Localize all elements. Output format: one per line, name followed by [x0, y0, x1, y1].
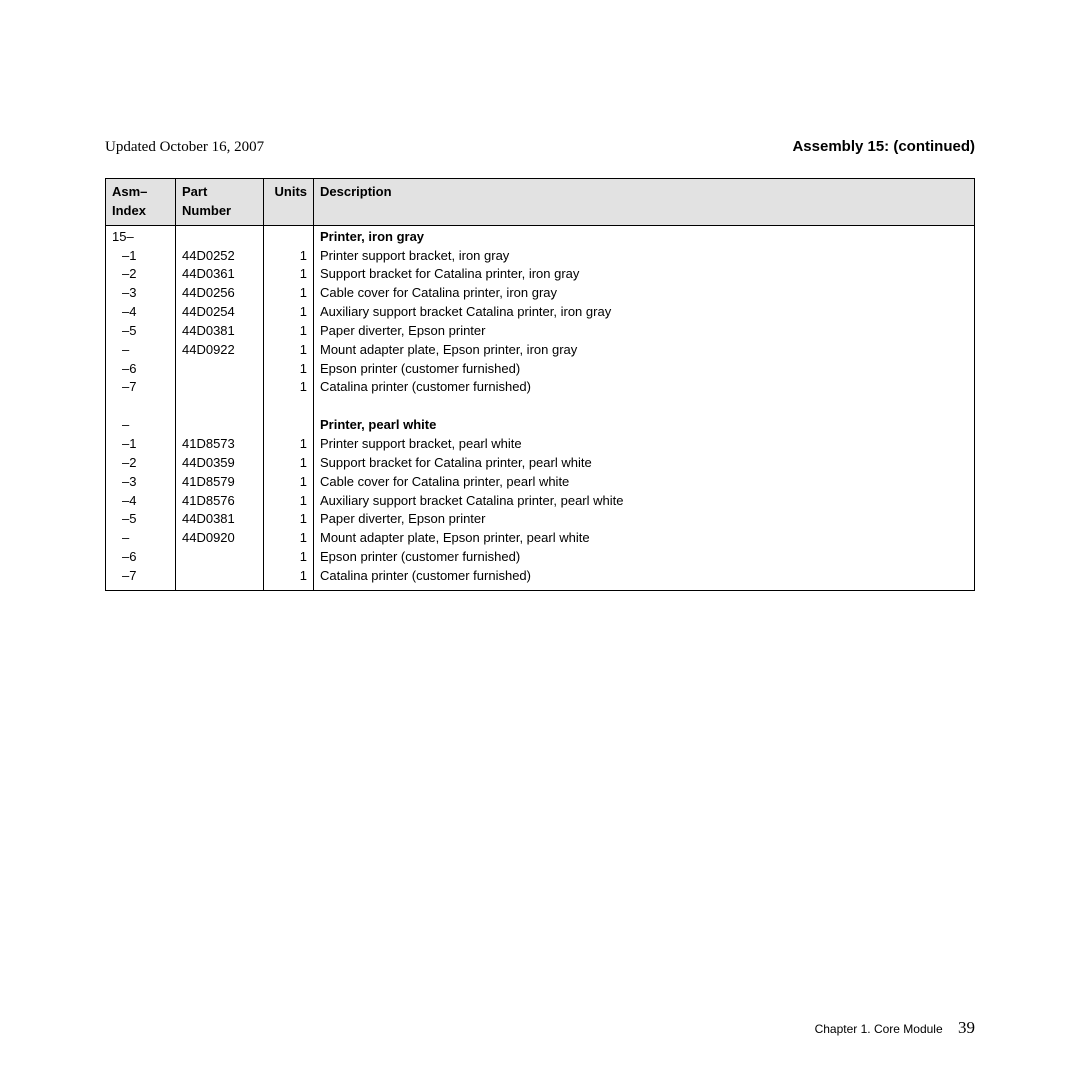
cell-units: 1 — [270, 378, 307, 397]
cell-part: 44D0922 — [182, 341, 257, 360]
col-header-part: PartNumber — [176, 179, 264, 226]
cell-asm: –6 — [112, 360, 165, 379]
cell-part — [182, 228, 257, 247]
cell-asm: –2 — [112, 265, 165, 284]
cell-asm: –3 — [112, 284, 165, 303]
cell-asm: –1 — [112, 247, 165, 266]
group-heading: Printer, pearl white — [320, 416, 968, 435]
cell-units: 1 — [270, 247, 307, 266]
cell-units — [270, 416, 307, 435]
cell-desc: Cable cover for Catalina printer, iron g… — [320, 284, 968, 303]
cell-desc: Paper diverter, Epson printer — [320, 510, 968, 529]
cell-part: 44D0254 — [182, 303, 257, 322]
cell-asm: –7 — [112, 567, 165, 586]
cell-asm: –4 — [112, 303, 165, 322]
cell-part — [182, 360, 257, 379]
cell-desc: Catalina printer (customer furnished) — [320, 567, 968, 586]
cell-units: 1 — [270, 303, 307, 322]
cell-asm — [112, 397, 165, 416]
cell-units: 1 — [270, 473, 307, 492]
group-heading: Printer, iron gray — [320, 228, 968, 247]
cell-asm: –4 — [112, 492, 165, 511]
cell-desc: Epson printer (customer furnished) — [320, 548, 968, 567]
asm-column-cell: 15––1–2–3–4–5––6–7 ––1–2–3–4–5––6–7 — [106, 225, 176, 590]
cell-units — [270, 228, 307, 247]
cell-units: 1 — [270, 435, 307, 454]
cell-desc — [320, 397, 968, 416]
col-header-asm: Asm–Index — [106, 179, 176, 226]
cell-part — [182, 397, 257, 416]
cell-part: 44D0381 — [182, 510, 257, 529]
cell-units: 1 — [270, 284, 307, 303]
cell-desc: Printer support bracket, pearl white — [320, 435, 968, 454]
cell-desc: Epson printer (customer furnished) — [320, 360, 968, 379]
cell-asm: –6 — [112, 548, 165, 567]
cell-desc: Mount adapter plate, Epson printer, pear… — [320, 529, 968, 548]
cell-desc: Auxiliary support bracket Catalina print… — [320, 492, 968, 511]
col-header-units: Units — [264, 179, 314, 226]
assembly-title: Assembly 15: (continued) — [792, 138, 975, 155]
cell-units: 1 — [270, 322, 307, 341]
cell-asm: – — [112, 341, 165, 360]
cell-asm: 15– — [112, 228, 165, 247]
cell-units: 1 — [270, 360, 307, 379]
cell-part: 41D8579 — [182, 473, 257, 492]
cell-part — [182, 548, 257, 567]
cell-part: 44D0256 — [182, 284, 257, 303]
cell-asm: –1 — [112, 435, 165, 454]
cell-desc: Paper diverter, Epson printer — [320, 322, 968, 341]
cell-part: 44D0359 — [182, 454, 257, 473]
cell-desc: Support bracket for Catalina printer, ir… — [320, 265, 968, 284]
cell-part: 41D8576 — [182, 492, 257, 511]
cell-asm: – — [112, 416, 165, 435]
table-header-row: Asm–Index PartNumber Units Description — [106, 179, 975, 226]
cell-asm: –7 — [112, 378, 165, 397]
cell-part — [182, 378, 257, 397]
cell-desc: Cable cover for Catalina printer, pearl … — [320, 473, 968, 492]
cell-asm: –2 — [112, 454, 165, 473]
cell-desc: Support bracket for Catalina printer, pe… — [320, 454, 968, 473]
cell-units: 1 — [270, 510, 307, 529]
units-column-cell: 11111111 11111111 — [264, 225, 314, 590]
cell-desc: Printer support bracket, iron gray — [320, 247, 968, 266]
cell-units: 1 — [270, 529, 307, 548]
desc-column-cell: Printer, iron grayPrinter support bracke… — [314, 225, 975, 590]
cell-part: 41D8573 — [182, 435, 257, 454]
cell-units: 1 — [270, 567, 307, 586]
cell-units: 1 — [270, 341, 307, 360]
cell-part: 44D0920 — [182, 529, 257, 548]
page-header: Updated October 16, 2007 Assembly 15: (c… — [105, 138, 975, 156]
page-footer: Chapter 1. Core Module 39 — [815, 1018, 975, 1038]
footer-chapter: Chapter 1. Core Module — [815, 1022, 943, 1036]
cell-units: 1 — [270, 492, 307, 511]
updated-date: Updated October 16, 2007 — [105, 139, 264, 156]
cell-units: 1 — [270, 265, 307, 284]
cell-desc: Auxiliary support bracket Catalina print… — [320, 303, 968, 322]
part-column-cell: 44D025244D036144D025644D025444D038144D09… — [176, 225, 264, 590]
cell-desc: Mount adapter plate, Epson printer, iron… — [320, 341, 968, 360]
cell-part: 44D0381 — [182, 322, 257, 341]
cell-units — [270, 397, 307, 416]
cell-asm: –5 — [112, 322, 165, 341]
table-body-row: 15––1–2–3–4–5––6–7 ––1–2–3–4–5––6–7 44D0… — [106, 225, 975, 590]
cell-part — [182, 567, 257, 586]
cell-part: 44D0252 — [182, 247, 257, 266]
footer-page: 39 — [958, 1018, 975, 1037]
parts-table: Asm–Index PartNumber Units Description 1… — [105, 178, 975, 591]
cell-part — [182, 416, 257, 435]
cell-desc: Catalina printer (customer furnished) — [320, 378, 968, 397]
cell-asm: –5 — [112, 510, 165, 529]
cell-units: 1 — [270, 454, 307, 473]
cell-units: 1 — [270, 548, 307, 567]
cell-asm: – — [112, 529, 165, 548]
cell-asm: –3 — [112, 473, 165, 492]
col-header-desc: Description — [314, 179, 975, 226]
cell-part: 44D0361 — [182, 265, 257, 284]
